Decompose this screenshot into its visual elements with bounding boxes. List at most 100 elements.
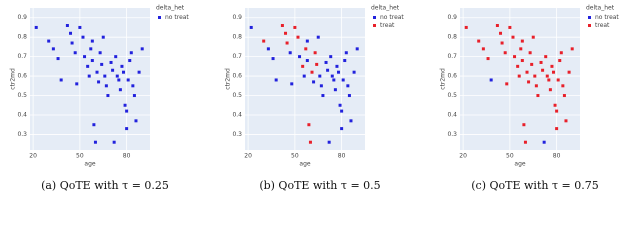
point [73, 51, 77, 55]
point [346, 84, 350, 88]
point [56, 57, 60, 61]
point [101, 35, 105, 39]
point [564, 119, 568, 123]
point [499, 31, 503, 35]
point [90, 39, 94, 43]
point [104, 84, 108, 88]
point [308, 140, 312, 144]
point [298, 55, 302, 59]
point [555, 109, 559, 113]
point [120, 64, 124, 68]
x-tick-label: 50 [291, 153, 299, 160]
point [541, 68, 545, 72]
point [547, 78, 551, 82]
point [34, 25, 38, 29]
point [528, 51, 532, 55]
point [503, 51, 507, 55]
y-tick-label: 0.6 [17, 73, 27, 80]
y-tick-label: 0.9 [232, 14, 242, 21]
point [318, 74, 322, 78]
point [290, 82, 294, 86]
point [125, 127, 129, 131]
y-axis-label: ctr2md [225, 68, 232, 90]
point [296, 35, 300, 39]
point [128, 59, 132, 63]
point [567, 70, 571, 74]
x-tick-label: 20 [459, 153, 467, 160]
point [122, 70, 126, 74]
legend-title: delta_het [371, 5, 400, 12]
point [301, 64, 305, 68]
point [92, 123, 96, 127]
point [343, 59, 347, 63]
plot-background [30, 8, 150, 150]
point [126, 78, 130, 82]
point [352, 70, 356, 74]
point [558, 59, 562, 63]
point [513, 55, 517, 59]
legend-swatch [158, 16, 161, 19]
point [534, 84, 538, 88]
legend-swatch [373, 24, 376, 27]
point [335, 64, 339, 68]
point [329, 55, 333, 59]
y-tick-label: 0.5 [17, 92, 27, 99]
legend-swatch [588, 16, 591, 19]
point [539, 60, 543, 64]
caption: (c) QoTE with τ = 0.75 [471, 179, 598, 192]
point [137, 70, 141, 74]
point [134, 119, 138, 123]
point [464, 25, 468, 29]
point [525, 70, 529, 74]
x-tick-label: 50 [76, 153, 84, 160]
point [555, 127, 559, 131]
point [321, 94, 325, 98]
point [95, 70, 99, 74]
point [337, 70, 341, 74]
point [338, 103, 342, 107]
point [519, 47, 523, 51]
point [516, 64, 520, 68]
point [347, 94, 351, 98]
caption: (b) QoTE with τ = 0.5 [259, 179, 380, 192]
legend-label: treat [595, 22, 610, 29]
point [65, 24, 69, 28]
x-tick-label: 50 [506, 153, 514, 160]
y-axis-label: ctr2md [440, 68, 447, 90]
point [262, 39, 266, 43]
point [304, 47, 308, 51]
y-tick-label: 0.7 [447, 53, 457, 60]
point [78, 25, 82, 29]
point [86, 64, 90, 68]
legend-label: no treat [595, 14, 619, 21]
point [83, 55, 87, 59]
point [307, 123, 311, 127]
point [70, 41, 74, 45]
y-tick-label: 0.4 [17, 111, 27, 118]
x-axis-label: age [299, 161, 310, 168]
point [327, 140, 331, 144]
point [500, 41, 504, 45]
y-axis-label: ctr2md [10, 68, 17, 90]
point [556, 78, 560, 82]
point [285, 41, 289, 45]
point [520, 59, 524, 63]
point [505, 82, 509, 86]
point [340, 127, 344, 131]
point [89, 47, 93, 51]
y-tick-label: 0.8 [232, 34, 242, 41]
point [489, 78, 493, 82]
y-tick-label: 0.7 [232, 53, 242, 60]
point [129, 51, 133, 55]
point [542, 140, 546, 144]
point [481, 47, 485, 51]
point [123, 103, 127, 107]
point [548, 88, 552, 92]
point [111, 68, 115, 72]
point [69, 31, 73, 35]
point [330, 74, 334, 78]
point [302, 74, 306, 78]
point [125, 109, 129, 113]
y-tick-label: 0.7 [17, 53, 27, 60]
point [562, 94, 566, 98]
